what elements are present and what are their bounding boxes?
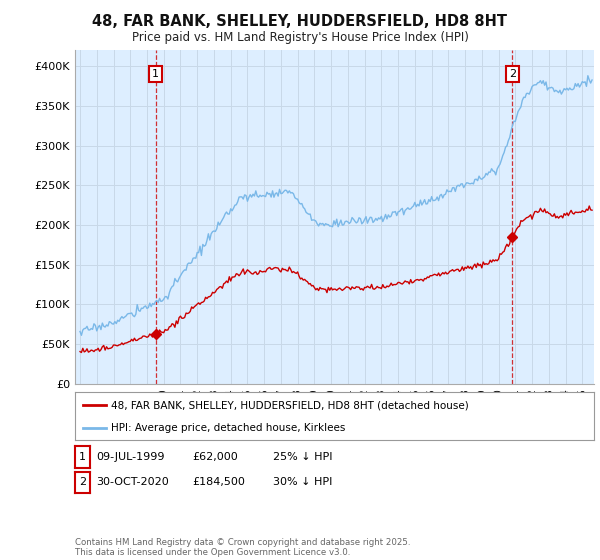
Text: 1: 1 — [79, 452, 86, 462]
Text: Contains HM Land Registry data © Crown copyright and database right 2025.
This d: Contains HM Land Registry data © Crown c… — [75, 538, 410, 557]
Text: 25% ↓ HPI: 25% ↓ HPI — [273, 452, 332, 462]
Text: £62,000: £62,000 — [192, 452, 238, 462]
Text: 30% ↓ HPI: 30% ↓ HPI — [273, 477, 332, 487]
Text: HPI: Average price, detached house, Kirklees: HPI: Average price, detached house, Kirk… — [112, 423, 346, 433]
Text: 2: 2 — [79, 477, 86, 487]
Text: Price paid vs. HM Land Registry's House Price Index (HPI): Price paid vs. HM Land Registry's House … — [131, 31, 469, 44]
Text: 30-OCT-2020: 30-OCT-2020 — [96, 477, 169, 487]
Text: 09-JUL-1999: 09-JUL-1999 — [96, 452, 164, 462]
Text: 1: 1 — [152, 69, 159, 79]
Text: £184,500: £184,500 — [192, 477, 245, 487]
Text: 48, FAR BANK, SHELLEY, HUDDERSFIELD, HD8 8HT: 48, FAR BANK, SHELLEY, HUDDERSFIELD, HD8… — [92, 14, 508, 29]
Text: 2: 2 — [509, 69, 516, 79]
Text: 48, FAR BANK, SHELLEY, HUDDERSFIELD, HD8 8HT (detached house): 48, FAR BANK, SHELLEY, HUDDERSFIELD, HD8… — [112, 400, 469, 410]
